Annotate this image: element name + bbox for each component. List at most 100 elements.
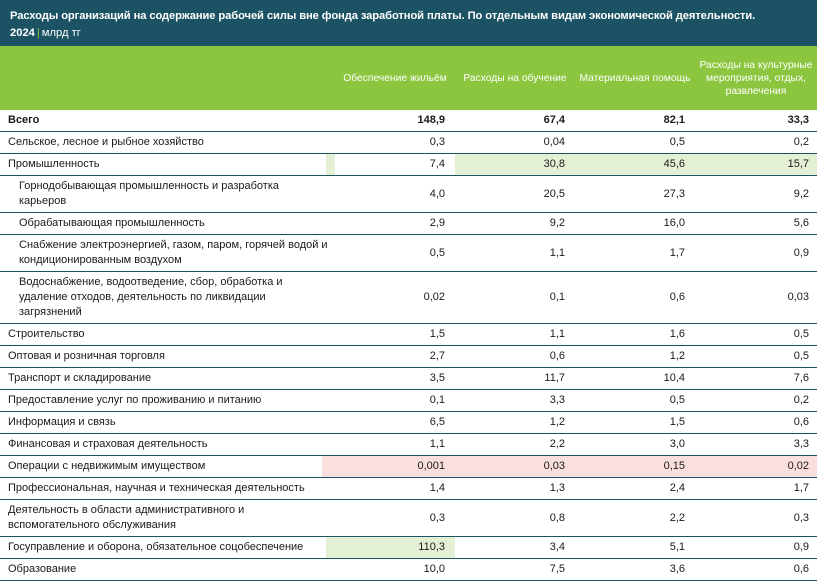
row-label: Горнодобывающая промышленность и разрабо… — [19, 180, 280, 207]
cell-housing: 0,001 — [335, 455, 455, 478]
cell-material_aid: 3,0 — [669, 438, 685, 450]
cell-material_aid: 1,2 — [669, 350, 685, 362]
cell-training: 20,5 — [543, 187, 565, 200]
cell-housing: 10,0 — [423, 563, 445, 575]
cell-culture: 0,6 — [793, 416, 809, 428]
row-label: Госуправление и оборона, обязательное со… — [0, 536, 335, 559]
column-header-culture: Расходы на культурные мероприятия, отдых… — [699, 59, 813, 97]
cell-housing: 1,4 — [429, 482, 445, 494]
table-row: Образование 10,0 7,5 3,6 0,6 — [0, 558, 817, 581]
row-label: Транспорт и складирование — [8, 372, 152, 384]
cell-housing: 0,3 — [429, 511, 445, 524]
title-year: 2024 — [10, 27, 35, 39]
cell-housing: 6,5 — [429, 416, 445, 428]
table-row: Обрабатывающая промышленность 2,9 9,2 16,0 5… — [0, 212, 817, 235]
cell-housing: 2,9 — [429, 217, 445, 229]
table-row: Предоставление услуг по проживанию и пит… — [0, 389, 817, 412]
cell-training: 30,8 — [455, 153, 575, 176]
cell-housing: 0,1 — [429, 394, 445, 406]
row-label: Обрабатывающая промышленность — [19, 217, 205, 229]
table-row: Операции с недвижимым имуществом 0,001 0,0… — [0, 455, 817, 478]
page-title: Расходы организаций на содержание рабоче… — [10, 10, 756, 22]
cell-culture: 0,6 — [793, 563, 809, 575]
cell-material_aid: 0,5 — [669, 136, 685, 148]
cell-training: 1,1 — [549, 246, 565, 259]
cell-material_aid: 27,3 — [663, 187, 685, 200]
cell-material_aid: 2,4 — [669, 482, 685, 494]
cell-material_aid: 1,5 — [669, 416, 685, 428]
cell-culture: 0,5 — [793, 350, 809, 362]
table-header-band: Обеспечение жильём Расходы на обучение М… — [0, 46, 817, 110]
cell-culture: 15,7 — [695, 153, 817, 176]
cell-training: 9,2 — [549, 217, 565, 229]
row-label: Водоснабжение, водоотведение, сбор, обра… — [19, 276, 283, 318]
row-label: Всего — [8, 114, 40, 126]
table-row: Строительство 1,5 1,1 1,6 0,5 — [0, 323, 817, 346]
title-separator: | — [36, 27, 40, 39]
row-label: Промышленность — [0, 153, 335, 176]
cell-housing: 148,9 — [417, 114, 445, 126]
cell-material_aid: 10,4 — [663, 372, 685, 384]
cell-culture: 0,9 — [793, 541, 809, 553]
table-row: Снабжение электроэнергией, газом, паром,… — [0, 234, 817, 272]
cell-material_aid: 3,6 — [669, 563, 685, 575]
cell-housing: 7,4 — [429, 158, 445, 170]
cell-culture: 0,9 — [793, 246, 809, 259]
column-header-housing: Обеспечение жильём — [343, 72, 447, 84]
cell-housing: 1,1 — [429, 438, 445, 450]
cell-housing: 4,0 — [429, 187, 445, 200]
row-label: Оптовая и розничная торговля — [8, 350, 165, 362]
table-row: Деятельность в области административного… — [0, 499, 817, 537]
cell-training: 7,5 — [549, 563, 565, 575]
cell-material_aid: 82,1 — [663, 114, 685, 126]
cell-material_aid: 1,6 — [669, 328, 685, 340]
cell-training: 67,4 — [543, 114, 565, 126]
title-bar: Расходы организаций на содержание рабоче… — [0, 0, 817, 46]
cell-material_aid: 5,1 — [669, 541, 685, 553]
table-body: Всего 148,9 67,4 82,1 33,3 Сельское, лесное и… — [0, 110, 817, 582]
cell-training: 1,3 — [549, 482, 565, 494]
cell-training: 3,4 — [549, 541, 565, 553]
table-row: Оптовая и розничная торговля 2,7 0,6 1,2 0,5 — [0, 345, 817, 368]
table-row: Промышленность 7,4 30,8 45,6 15,7 — [0, 153, 817, 176]
cell-culture: 1,7 — [793, 482, 809, 494]
cell-housing: 0,3 — [429, 136, 445, 148]
cell-housing: 110,3 — [335, 536, 455, 559]
cell-material_aid: 1,7 — [669, 246, 685, 259]
cell-housing: 0,5 — [429, 246, 445, 259]
cell-culture: 9,2 — [793, 187, 809, 200]
cell-culture: 0,2 — [793, 394, 809, 406]
cell-housing: 1,5 — [429, 328, 445, 340]
cell-material_aid: 0,5 — [669, 394, 685, 406]
cell-culture: 0,02 — [695, 455, 817, 478]
column-header-material-aid: Материальная помощь — [579, 72, 691, 84]
table-row: Горнодобывающая промышленность и разрабо… — [0, 175, 817, 213]
row-label: Сельское, лесное и рыбное хозяйство — [8, 136, 204, 148]
table-row: Транспорт и складирование 3,5 11,7 10,4 7,6 — [0, 367, 817, 390]
title-subline: 2024 | млрд тг — [10, 26, 807, 41]
table-row: Информация и связь 6,5 1,2 1,5 0,6 — [0, 411, 817, 434]
cell-material_aid: 2,2 — [669, 511, 685, 524]
cell-training: 11,7 — [544, 372, 565, 384]
row-label: Образование — [8, 563, 77, 575]
cell-training: 3,3 — [549, 394, 565, 406]
cell-training: 0,1 — [549, 291, 565, 303]
cell-training: 1,2 — [549, 416, 565, 428]
table-row: Сельское, лесное и рыбное хозяйство 0,3 0,… — [0, 131, 817, 154]
cell-material_aid: 45,6 — [575, 153, 695, 176]
title-unit: млрд тг — [41, 27, 81, 39]
cell-training: 1,1 — [549, 328, 565, 340]
cell-housing: 0,02 — [423, 291, 445, 303]
cell-material_aid: 0,15 — [575, 455, 695, 478]
cell-housing: 3,5 — [429, 372, 445, 384]
header-label-spacer — [0, 46, 335, 110]
row-label: Предоставление услуг по проживанию и пит… — [8, 394, 262, 406]
cell-training: 0,8 — [549, 511, 565, 524]
table-row: Профессиональная, научная и техническая … — [0, 477, 817, 500]
column-header-training: Расходы на обучение — [463, 72, 567, 84]
table-row: Здравоохранение и соцобслуживание населе… — [0, 580, 817, 582]
cell-training: 0,6 — [549, 350, 565, 362]
row-label: Профессиональная, научная и техническая … — [8, 482, 305, 494]
table-row: Госуправление и оборона, обязательное со… — [0, 536, 817, 559]
